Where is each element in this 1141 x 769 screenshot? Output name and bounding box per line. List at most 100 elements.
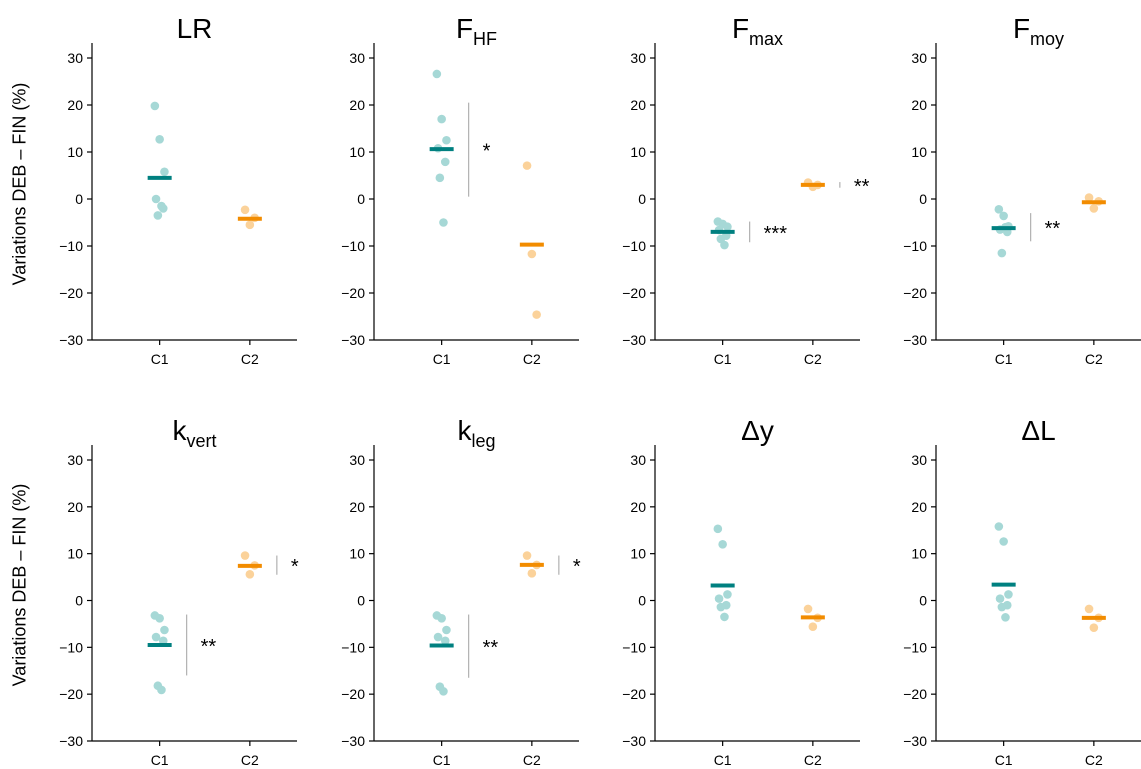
significance-label: ** [201, 636, 217, 658]
data-point-c2 [803, 604, 813, 614]
subplot-title: ΔL [1021, 415, 1055, 446]
subplot-title: FHF [456, 13, 497, 49]
y-tick-label: 20 [67, 97, 83, 113]
subplot-title-main: F [1013, 13, 1030, 44]
significance-label: * [483, 141, 491, 163]
y-tick-label: −10 [341, 639, 365, 655]
data-point-c1 [157, 201, 166, 211]
x-tick-label: C2 [241, 752, 259, 768]
y-tick-label: 0 [357, 593, 365, 609]
data-point-c1 [158, 636, 168, 646]
data-point-c1 [440, 157, 450, 167]
significance-label: *** [764, 223, 788, 245]
data-point-c2 [1084, 193, 1094, 202]
y-tick-label: −10 [59, 238, 83, 254]
data-point-c1 [718, 540, 727, 549]
y-tick-label: 20 [349, 97, 365, 113]
y-tick-label: 10 [911, 546, 927, 562]
y-tick-label: 20 [67, 499, 83, 515]
data-point-c1 [723, 222, 732, 232]
data-point-c2 [1084, 604, 1094, 614]
subplot-7: Δy −30 −20 −10 0 10 20 30 C1 C2 [622, 415, 860, 768]
data-point-c1 [432, 69, 442, 79]
y-tick-label: −10 [903, 639, 927, 655]
subplot-title-main: F [732, 13, 749, 44]
y-tick-label: −30 [341, 332, 365, 348]
y-tick-label: 30 [67, 452, 83, 468]
y-tick-label: 30 [630, 50, 646, 66]
x-tick-label: C2 [241, 351, 259, 367]
y-tick-label: 10 [630, 546, 646, 562]
data-point-c2 [522, 551, 532, 560]
data-point-c2 [245, 220, 255, 230]
data-point-c2 [808, 622, 818, 632]
y-tick-label: −30 [622, 332, 646, 348]
x-tick-label: C1 [151, 351, 169, 367]
subplot-title: Fmax [732, 13, 783, 49]
data-point-c1 [999, 537, 1008, 546]
y-tick-label: 10 [911, 144, 927, 160]
data-point-c1 [440, 636, 450, 646]
y-tick-label: −30 [59, 733, 83, 749]
y-tick-label: 10 [67, 546, 83, 562]
significance-label: * [573, 556, 581, 578]
data-point-c1 [997, 248, 1007, 258]
subplot-title: kvert [172, 415, 216, 451]
data-point-c1 [720, 612, 729, 622]
data-point-c1 [442, 625, 451, 635]
subplot-title: LR [177, 13, 213, 44]
y-tick-label: −30 [341, 733, 365, 749]
subplot-title: kleg [457, 415, 495, 451]
y-tick-label: −30 [622, 733, 646, 749]
data-point-c1 [435, 173, 445, 183]
y-tick-label: 20 [630, 97, 646, 113]
subplot-title-sub: HF [473, 29, 497, 49]
y-tick-label: 0 [357, 191, 365, 207]
subplot-8: ΔL −30 −20 −10 0 10 20 30 C1 C2 [903, 415, 1141, 768]
data-point-c1 [160, 167, 169, 177]
y-tick-label: −20 [59, 285, 83, 301]
y-tick-label: −20 [622, 285, 646, 301]
subplot-title-main: k [457, 415, 472, 446]
subplot-title-sub: leg [471, 431, 495, 451]
y-tick-label: 30 [911, 452, 927, 468]
data-point-c1 [997, 602, 1007, 612]
data-point-c1 [437, 114, 446, 124]
y-tick-label: 10 [349, 144, 365, 160]
subplot-title: Fmoy [1013, 13, 1064, 49]
x-tick-label: C1 [433, 351, 451, 367]
subplot-title-main: LR [177, 13, 213, 44]
data-point-c1 [439, 687, 448, 696]
y-tick-label: 10 [630, 144, 646, 160]
x-tick-label: C2 [804, 752, 822, 768]
data-point-c1 [1001, 613, 1010, 622]
subplot-title: Δy [741, 415, 774, 446]
y-tick-label: −20 [622, 686, 646, 702]
y-tick-label: −20 [903, 686, 927, 702]
y-tick-label: −20 [341, 285, 365, 301]
x-tick-label: C2 [1085, 752, 1103, 768]
y-tick-label: 0 [638, 191, 646, 207]
x-tick-label: C2 [1085, 351, 1103, 367]
y-tick-label: −20 [341, 686, 365, 702]
y-tick-label: 20 [630, 499, 646, 515]
x-tick-label: C2 [523, 752, 541, 768]
y-tick-label: −30 [903, 733, 927, 749]
subplot-title-main: Δy [741, 415, 774, 446]
y-tick-label: 20 [911, 499, 927, 515]
data-point-c1 [151, 194, 161, 204]
data-point-c1 [714, 594, 724, 603]
significance-label: ** [483, 637, 499, 659]
y-tick-label: 10 [349, 546, 365, 562]
data-point-c2 [532, 310, 541, 319]
subplot-2: FHF −30 −20 −10 0 10 20 30 C1 C2 * [341, 13, 579, 367]
y-tick-label: 10 [67, 144, 83, 160]
data-point-c1 [994, 205, 1004, 214]
y-tick-label: 30 [911, 50, 927, 66]
data-point-c2 [240, 205, 250, 215]
y-tick-label: 0 [919, 593, 927, 609]
significance-label: ** [1045, 218, 1061, 240]
